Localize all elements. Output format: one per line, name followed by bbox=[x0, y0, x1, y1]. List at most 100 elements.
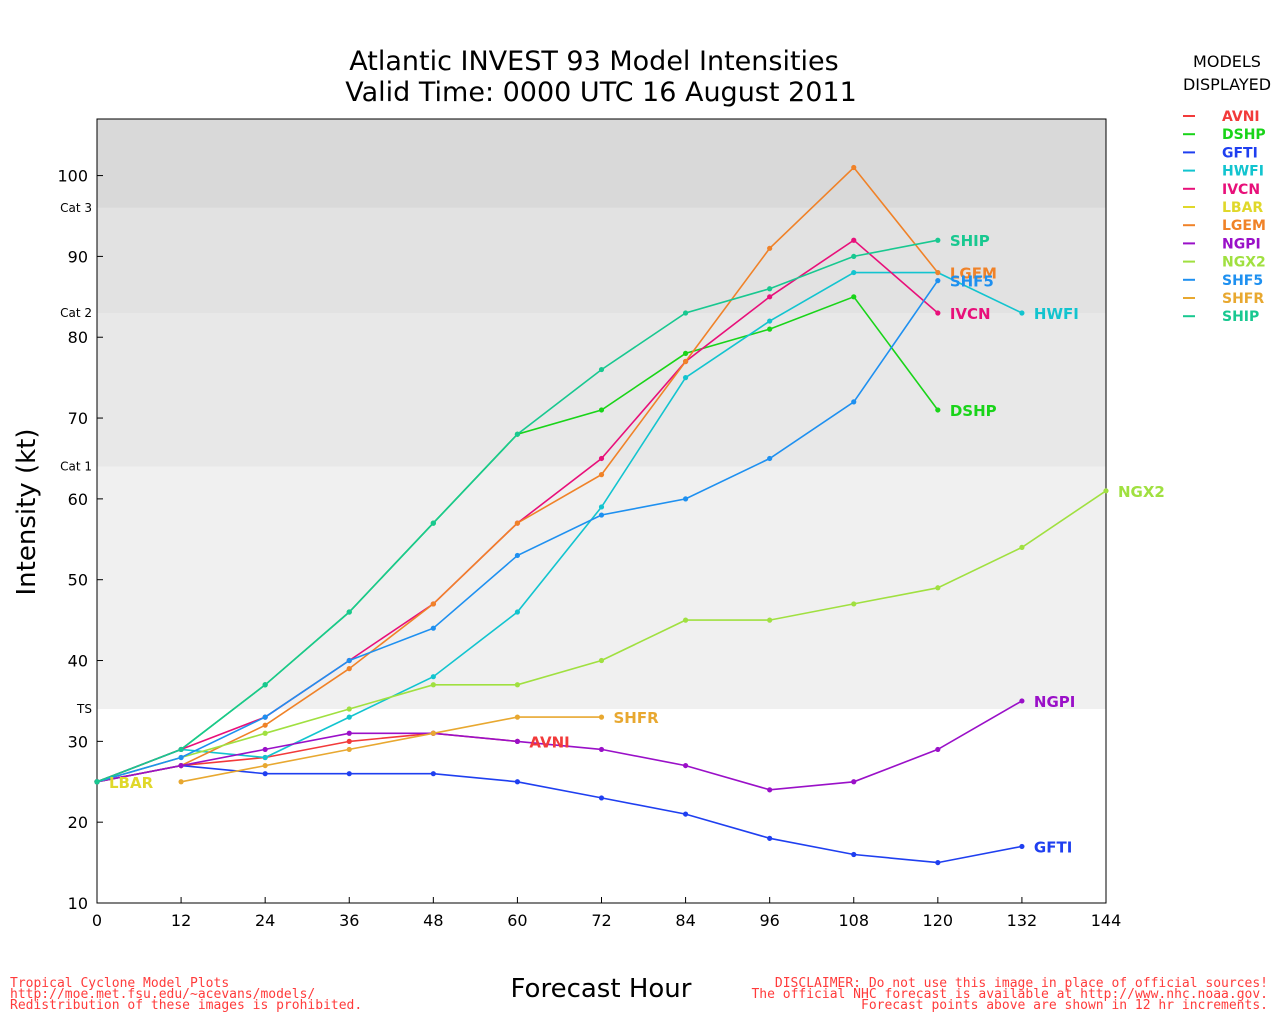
data-point-hwfi-108 bbox=[851, 269, 857, 276]
end-label-lbar: LBAR bbox=[109, 774, 154, 792]
x-axis-label: Forecast Hour bbox=[511, 974, 692, 1004]
footer-right-line-1: DISCLAIMER: Do not use this image in pla… bbox=[775, 976, 1268, 991]
data-point-ngx2-24 bbox=[262, 730, 268, 736]
data-point-ship-0 bbox=[94, 779, 100, 785]
data-point-ship-36 bbox=[346, 609, 352, 615]
y-tick-label-20: 20 bbox=[68, 813, 88, 832]
data-point-ngx2-144 bbox=[1103, 488, 1109, 494]
data-point-gfti-36 bbox=[346, 771, 352, 777]
data-point-hwfi-84 bbox=[682, 375, 689, 381]
data-point-gfti-60 bbox=[514, 779, 521, 785]
data-point-ship-12 bbox=[178, 746, 184, 753]
footer-right-line-2: The official NHC forecast is available a… bbox=[751, 987, 1268, 1002]
legend-label-ngx2: NGX2 bbox=[1222, 255, 1266, 271]
data-point-gfti-72 bbox=[598, 795, 605, 801]
y-tick-label-90: 90 bbox=[68, 247, 88, 266]
band-label-ts: TS bbox=[76, 702, 92, 716]
end-label-ship: SHIP bbox=[950, 232, 990, 250]
data-point-ship-60 bbox=[514, 431, 521, 437]
data-point-dshp-72 bbox=[598, 407, 605, 413]
data-point-hwfi-60 bbox=[514, 609, 521, 615]
data-point-gfti-132 bbox=[1019, 843, 1025, 850]
data-point-ivcn-72 bbox=[598, 455, 605, 462]
y-tick-label-70: 70 bbox=[68, 409, 88, 428]
end-label-ngx2: NGX2 bbox=[1118, 483, 1165, 501]
y-tick-label-40: 40 bbox=[68, 652, 88, 671]
data-point-ngpi-120 bbox=[935, 746, 941, 753]
band-label-cat-1: Cat 1 bbox=[60, 460, 92, 474]
series-line-hwfi bbox=[96, 271, 1023, 783]
x-tick-label-84: 84 bbox=[675, 911, 695, 930]
data-point-dshp-108 bbox=[851, 294, 857, 300]
series-end-labels: AVNI DSHP GFTI HWFI IVCN LBAR LGEM NGPI NGX2 SHF5… bbox=[109, 232, 1165, 856]
end-label-avni: AVNI bbox=[529, 733, 569, 751]
category-band-labels: TS Cat 1 Cat 2 Cat 3 bbox=[60, 201, 92, 716]
data-point-lgem-60 bbox=[514, 520, 521, 526]
footer-right-line-3: Forecast points above are shown in 12 hr… bbox=[861, 998, 1268, 1013]
y-tick-label-60: 60 bbox=[68, 490, 88, 509]
data-point-lgem-24 bbox=[262, 722, 268, 728]
data-point-shf5-12 bbox=[178, 754, 184, 761]
data-point-hwfi-132 bbox=[1019, 310, 1025, 316]
chart-title-line1: Atlantic INVEST 93 Model Intensities bbox=[349, 46, 838, 77]
band-cat-1 bbox=[97, 312, 1106, 467]
data-point-dshp-84 bbox=[682, 350, 689, 356]
data-point-shfr-60 bbox=[514, 714, 521, 720]
x-tick-label-48: 48 bbox=[423, 911, 443, 930]
legend-label-shf5: SHF5 bbox=[1222, 273, 1263, 289]
data-point-ngx2-36 bbox=[346, 706, 352, 712]
x-tick-label-12: 12 bbox=[171, 911, 191, 930]
legend-heading-line1: MODELS bbox=[1193, 52, 1261, 71]
band-cat-3 bbox=[97, 119, 1106, 208]
data-point-shfr-24 bbox=[262, 762, 268, 769]
data-point-ngpi-96 bbox=[767, 787, 773, 793]
data-point-shf5-120 bbox=[935, 278, 941, 284]
footer-left-line-3: Redistribution of these images is prohib… bbox=[10, 998, 362, 1013]
data-point-ngpi-24 bbox=[262, 746, 268, 753]
series-line-shfr bbox=[180, 716, 602, 783]
data-point-ngx2-72 bbox=[598, 657, 605, 664]
data-point-shfr-12 bbox=[178, 779, 184, 785]
legend-label-lbar: LBAR bbox=[1222, 200, 1263, 216]
data-point-shf5-60 bbox=[514, 552, 521, 559]
data-point-lgem-72 bbox=[598, 472, 605, 478]
x-tick-label-60: 60 bbox=[507, 911, 527, 930]
data-point-ship-24 bbox=[262, 682, 268, 688]
y-tick-label-100: 100 bbox=[57, 167, 88, 186]
data-point-ngpi-60 bbox=[514, 738, 521, 744]
x-tick-label-132: 132 bbox=[1007, 911, 1038, 930]
footer-left-line-2: http://moe.met.fsu.edu/~acevans/models/ bbox=[10, 987, 315, 1002]
data-point-shf5-48 bbox=[430, 625, 436, 631]
y-tick-label-80: 80 bbox=[68, 328, 88, 347]
data-point-shfr-72 bbox=[598, 714, 605, 720]
data-point-gfti-84 bbox=[682, 811, 689, 817]
x-tick-label-108: 108 bbox=[838, 911, 869, 930]
footer-right: DISCLAIMER: Do not use this image in pla… bbox=[751, 976, 1268, 1013]
end-label-hwfi: HWFI bbox=[1034, 305, 1079, 323]
data-point-hwfi-36 bbox=[346, 714, 352, 720]
data-point-ship-48 bbox=[430, 520, 436, 526]
end-label-shf5: SHF5 bbox=[950, 273, 994, 291]
data-point-ship-72 bbox=[598, 366, 605, 373]
band-label-cat-3: Cat 3 bbox=[60, 201, 92, 215]
band-label-cat-2: Cat 2 bbox=[60, 306, 92, 320]
y-tick-label-50: 50 bbox=[68, 571, 88, 590]
data-point-gfti-48 bbox=[430, 771, 436, 777]
data-point-ngpi-84 bbox=[682, 762, 689, 769]
data-point-shfr-48 bbox=[430, 730, 436, 736]
end-label-shfr: SHFR bbox=[614, 709, 660, 727]
legend: AVNI DSHP GFTI HWFI IVCN LBAR LGEM NGPI NGX2 SHF5… bbox=[1183, 109, 1266, 325]
data-point-ngpi-132 bbox=[1019, 698, 1025, 704]
end-label-dshp: DSHP bbox=[950, 402, 997, 420]
legend-label-avni: AVNI bbox=[1222, 109, 1260, 125]
end-label-lgem: LGEM bbox=[950, 265, 997, 283]
y-axis-ticks: 10 20 30 40 50 60 70 80 90 100 bbox=[57, 167, 103, 913]
y-tick-label-30: 30 bbox=[68, 732, 88, 751]
data-point-lgem-84 bbox=[682, 358, 689, 365]
data-point-shf5-36 bbox=[346, 657, 352, 664]
data-point-hwfi-72 bbox=[598, 504, 605, 510]
data-point-lgem-48 bbox=[430, 601, 436, 607]
band-cat-2 bbox=[97, 207, 1106, 313]
x-tick-label-24: 24 bbox=[255, 911, 275, 930]
